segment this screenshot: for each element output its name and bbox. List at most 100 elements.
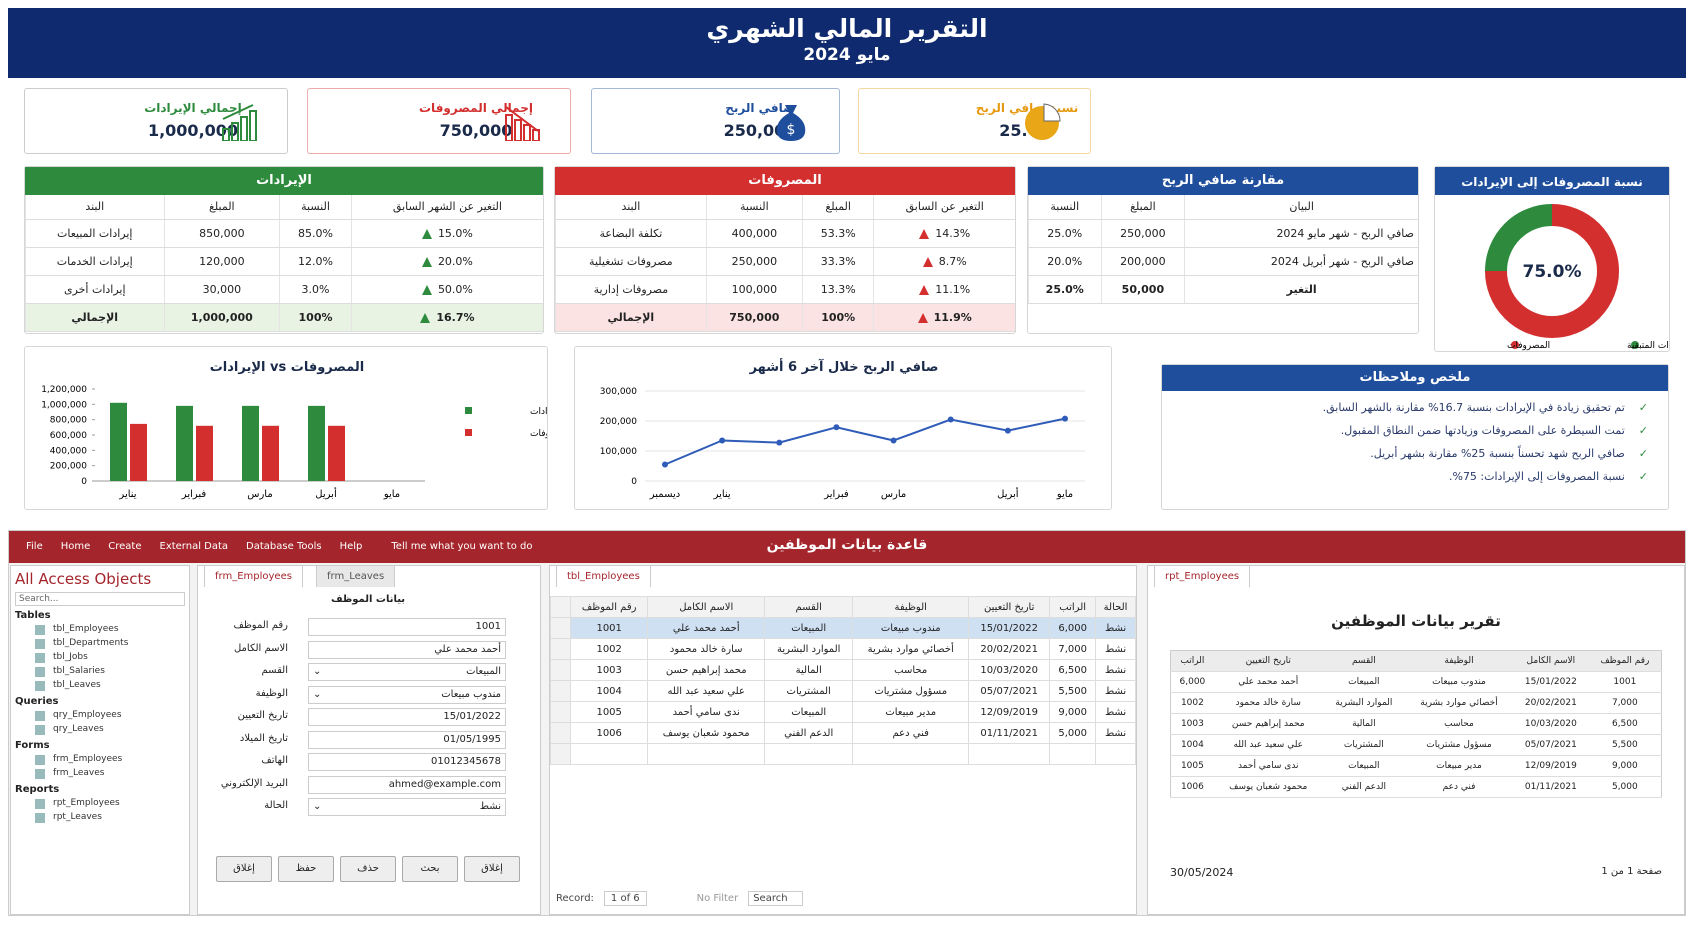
form-button[interactable]: إغلاق — [216, 856, 272, 882]
cell[interactable] — [569, 743, 649, 765]
nav-item[interactable]: rpt_Leaves — [11, 810, 189, 824]
column-header: البند — [555, 195, 707, 220]
nav-item[interactable]: tbl_Salaries — [11, 664, 189, 678]
form-button[interactable]: إغلاق — [464, 856, 520, 882]
tell-me[interactable]: Tell me what you want to do — [391, 541, 533, 552]
cell[interactable]: المالية — [764, 659, 854, 681]
cell[interactable]: علي سعيد عبد الله — [647, 680, 766, 702]
cell[interactable]: الموارد البشرية — [764, 638, 854, 660]
cell[interactable]: 10/03/2020 — [968, 659, 1051, 681]
form-button[interactable]: حذف — [340, 856, 396, 882]
field-input[interactable]: المبيعات — [308, 663, 506, 681]
nav-item[interactable]: qry_Employees — [11, 708, 189, 722]
nav-item[interactable]: rpt_Employees — [11, 796, 189, 810]
field-input[interactable]: ahmed@example.com — [308, 775, 506, 794]
cell[interactable] — [647, 743, 766, 765]
cell[interactable]: المبيعات — [764, 701, 854, 723]
total-row: الإجمالي 750,000 100% 11.9% — [555, 303, 1015, 332]
kpi-value: 1,000,000 — [147, 121, 239, 140]
y-tick-label: 300,000 — [600, 387, 637, 397]
cell[interactable]: سارة خالد محمود — [647, 638, 766, 660]
ribbon-tab[interactable]: Database Tools — [246, 541, 322, 552]
legend-label: الإيرادات المتبقية — [1627, 341, 1669, 351]
nav-item[interactable]: tbl_Departments — [11, 636, 189, 650]
ribbon-tab[interactable]: External Data — [159, 541, 229, 552]
cell[interactable]: 05/07/2021 — [968, 680, 1051, 702]
bar — [110, 402, 127, 481]
table: النسبة المبلغ البيان 25.0% 250,000 صافي الربح… — [1028, 195, 1418, 304]
field-input[interactable]: 01/05/1995 — [308, 730, 506, 749]
cell[interactable]: 6,500 — [1049, 659, 1097, 681]
ribbon-tab[interactable]: Help — [339, 541, 363, 552]
search-box[interactable]: Search — [748, 891, 803, 906]
cell[interactable]: أخصائي موارد بشرية — [852, 638, 970, 660]
cell[interactable]: 1006 — [569, 722, 649, 744]
ribbon-tab[interactable]: File — [26, 541, 43, 552]
cell[interactable]: ندى سامي أحمد — [647, 701, 766, 723]
field-input[interactable]: 15/01/2022 — [308, 708, 506, 726]
cell[interactable]: 20/02/2021 — [968, 638, 1051, 660]
cell[interactable]: الدعم الفني — [764, 722, 854, 744]
cell[interactable]: محمود شعبان يوسف — [647, 722, 766, 744]
cell[interactable] — [1049, 743, 1097, 765]
chart: نسبة المصروفات إلى الإيرادات 75.0% المصروف… — [1435, 167, 1690, 351]
ribbon-tab[interactable]: Home — [60, 541, 91, 552]
cell[interactable]: محاسب — [852, 659, 970, 681]
cell[interactable]: نشط — [1095, 701, 1136, 723]
cell[interactable]: 1003 — [569, 659, 649, 681]
legend-swatch — [1631, 341, 1639, 349]
form-tab[interactable]: frm_Employees — [204, 565, 303, 587]
form-button[interactable]: بحث — [402, 856, 458, 882]
cell[interactable]: نشط — [1095, 659, 1136, 681]
field-input[interactable]: أحمد محمد علي — [308, 640, 506, 659]
cell[interactable] — [852, 743, 970, 765]
cell[interactable]: 9,000 — [1049, 701, 1097, 723]
cell[interactable]: 7,000 — [1049, 638, 1097, 660]
cell[interactable]: نشط — [1095, 617, 1136, 639]
ribbon-tab[interactable]: Create — [108, 541, 142, 552]
cell[interactable]: 5,000 — [1049, 722, 1097, 744]
cell[interactable]: مندوب مبيعات — [852, 617, 970, 639]
nav-item[interactable]: tbl_Employees — [11, 622, 189, 636]
row-selector — [550, 722, 571, 744]
nav-item[interactable]: tbl_Leaves — [11, 678, 189, 692]
nav-item[interactable]: tbl_Jobs — [11, 650, 189, 664]
cell[interactable]: المبيعات — [764, 617, 854, 639]
cell[interactable]: نشط — [1095, 680, 1136, 702]
cell[interactable]: 1005 — [569, 701, 649, 723]
cell[interactable]: 6,000 — [1049, 617, 1097, 639]
cell[interactable]: مسؤول مشتريات — [852, 680, 970, 702]
nav-item[interactable]: frm_Employees — [11, 752, 189, 766]
report-tab[interactable]: rpt_Employees — [1154, 565, 1251, 587]
nav-search[interactable]: Search... — [15, 592, 185, 606]
cell[interactable]: 5,500 — [1049, 680, 1097, 702]
nav-item[interactable]: qry_Leaves — [11, 722, 189, 736]
cell[interactable]: محمد إبراهيم حسن — [647, 659, 766, 681]
cell[interactable]: المشتريات — [764, 680, 854, 702]
datasheet-tab[interactable]: tbl_Employees — [556, 565, 651, 587]
field-input[interactable]: نشط — [308, 798, 506, 816]
record-position[interactable]: 1 of 6 — [603, 891, 647, 906]
field-input[interactable]: 1001 — [308, 618, 506, 636]
nav-item[interactable]: frm_Leaves — [11, 766, 189, 780]
cell[interactable]: فني دعم — [852, 722, 970, 744]
cell[interactable]: 1002 — [569, 638, 649, 660]
y-tick-label: 600,000 — [50, 431, 87, 441]
form-button[interactable]: حفظ — [278, 856, 334, 882]
form-tab[interactable]: frm_Leaves — [316, 565, 396, 587]
cell[interactable]: 01/11/2021 — [968, 722, 1051, 744]
cell[interactable]: نشط — [1095, 722, 1136, 744]
cell[interactable]: 1001 — [569, 617, 649, 639]
cell[interactable]: أحمد محمد علي — [647, 617, 766, 639]
field-input[interactable]: مندوب مبيعات — [308, 685, 506, 704]
cell[interactable]: 1004 — [569, 680, 649, 702]
cell[interactable] — [968, 743, 1051, 765]
cell[interactable]: 15/01/2022 — [968, 617, 1051, 639]
cell[interactable]: مدير مبيعات — [852, 701, 970, 723]
cell[interactable]: 12/09/2019 — [968, 701, 1051, 723]
cell[interactable]: نشط — [1095, 638, 1136, 660]
cell[interactable] — [1095, 743, 1136, 765]
cell[interactable] — [764, 743, 854, 765]
field-input[interactable]: 01012345678 — [308, 753, 506, 771]
filter-status[interactable]: No Filter — [696, 893, 739, 904]
